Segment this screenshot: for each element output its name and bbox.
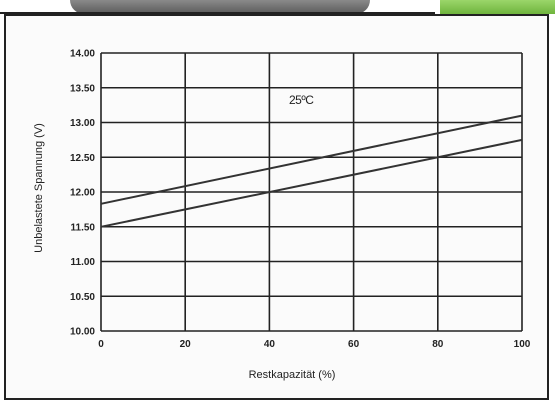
x-tick-label: 80 <box>432 339 444 350</box>
y-tick-label: 12.50 <box>70 153 95 164</box>
temperature-annotation: 25ºC <box>289 93 314 107</box>
y-tick-label: 13.00 <box>70 118 95 129</box>
y-tick-label: 13.50 <box>70 83 95 94</box>
top-divider <box>0 12 435 14</box>
y-tick-label: 14.00 <box>70 49 95 60</box>
y-tick-labels: 10.00 10.50 11.00 11.50 12.00 12.50 13.00 13.50… <box>70 49 95 338</box>
y-tick-label: 11.00 <box>71 257 96 268</box>
x-axis-label: Restkapazität (%) <box>249 369 336 381</box>
x-tick-label: 40 <box>264 339 276 350</box>
y-tick-label: 10.00 <box>70 327 95 338</box>
chart-frame <box>4 14 549 400</box>
y-axis-label: Unbelastete Spannung (V) <box>33 123 45 253</box>
x-tick-labels: 0 20 40 60 80 100 <box>98 339 531 350</box>
y-tick-label: 11.50 <box>71 222 96 233</box>
x-tick-label: 0 <box>98 339 104 350</box>
series-layer <box>100 114 523 228</box>
y-tick-label: 10.50 <box>70 292 95 303</box>
series-line-1 <box>100 138 523 228</box>
x-tick-label: 60 <box>348 339 360 350</box>
green-tab <box>440 0 555 14</box>
top-bar <box>0 0 555 14</box>
top-decoration <box>70 0 370 14</box>
right-edge <box>552 14 555 404</box>
series-line-0 <box>100 114 523 205</box>
grid <box>100 52 523 332</box>
x-tick-label: 20 <box>180 339 192 350</box>
x-tick-label: 100 <box>514 339 531 350</box>
y-tick-label: 12.00 <box>70 188 95 199</box>
